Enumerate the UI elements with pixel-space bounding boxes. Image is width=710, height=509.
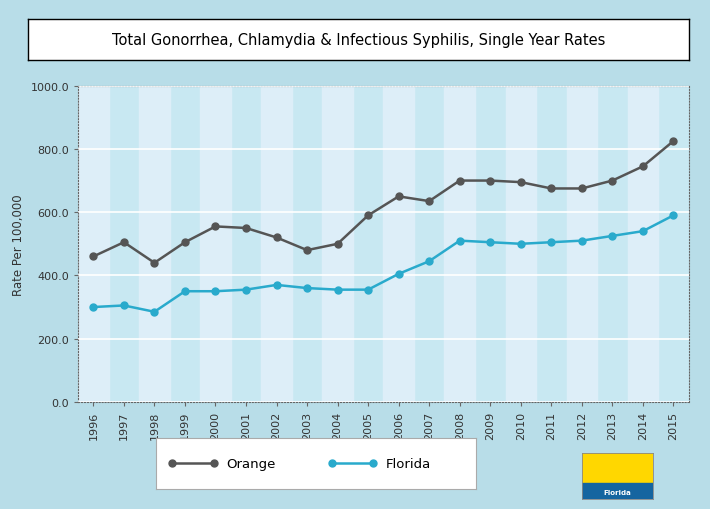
Line: Florida: Florida [90,212,677,316]
Orange [89,254,97,260]
Florida [89,304,97,310]
Bar [200,87,231,402]
Text: Florida: Florida [386,457,432,470]
Bar [567,87,597,402]
Florida [486,240,494,246]
Orange [119,240,128,246]
Orange [333,241,342,247]
Bar [628,87,658,402]
Florida [394,271,403,277]
Florida [547,240,555,246]
Text: Orange: Orange [226,457,276,470]
Line: Orange: Orange [90,138,677,267]
Bar [139,87,170,402]
Florida [333,287,342,293]
Florida [241,287,250,293]
Orange [150,260,158,266]
Orange [638,164,647,170]
Florida [272,282,280,289]
Orange [608,178,616,184]
Orange [455,178,464,184]
Florida [577,238,586,244]
Florida [211,289,219,295]
Y-axis label: Rate Per 100,000: Rate Per 100,000 [12,193,25,295]
Orange [516,180,525,186]
Orange [547,186,555,192]
Orange [486,178,494,184]
Florida [150,309,158,315]
Bar [582,483,653,499]
Orange [241,225,250,232]
Florida [669,213,677,219]
Bar [444,87,475,402]
Florida [455,238,464,244]
Orange [669,138,677,145]
Orange [180,240,189,246]
Bar [506,87,536,402]
Florida [516,241,525,247]
Florida [425,259,433,265]
Florida [364,287,372,293]
Orange [364,213,372,219]
Orange [425,199,433,205]
Text: Florida: Florida [604,489,632,495]
Orange [577,186,586,192]
Florida [608,233,616,239]
Florida [119,303,128,309]
Orange [394,194,403,200]
Orange [272,235,280,241]
Bar [78,87,109,402]
Florida [180,289,189,295]
Bar [322,87,353,402]
Bar [383,87,414,402]
Florida [302,286,311,292]
Florida [638,229,647,235]
Orange [211,224,219,230]
Orange [302,247,311,253]
Text: Total Gonorrhea, Chlamydia & Infectious Syphilis, Single Year Rates: Total Gonorrhea, Chlamydia & Infectious … [112,33,605,48]
Bar [261,87,292,402]
